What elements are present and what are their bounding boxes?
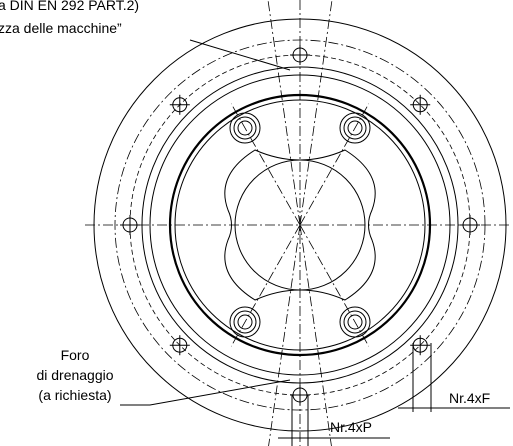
note-line: zza delle macchine”	[0, 20, 122, 36]
radial-line	[268, 225, 300, 446]
note-line: a DIN EN 292 PART.2)	[0, 0, 139, 13]
flange-geometry	[85, 0, 510, 446]
drain-label: Foro	[61, 347, 90, 363]
dim-label: Nr.4xF	[449, 390, 490, 406]
radial-line	[268, 0, 300, 225]
drain-label: (a richiesta)	[38, 387, 111, 403]
drain-label: di drenaggio	[36, 367, 113, 383]
technical-drawing: a DIN EN 292 PART.2) zza delle macchine”…	[0, 0, 513, 446]
radial-line	[300, 0, 332, 225]
leader	[120, 380, 290, 405]
radial-line	[300, 225, 332, 446]
dim-label: Nr.4xP	[330, 419, 372, 435]
leader	[190, 40, 290, 70]
